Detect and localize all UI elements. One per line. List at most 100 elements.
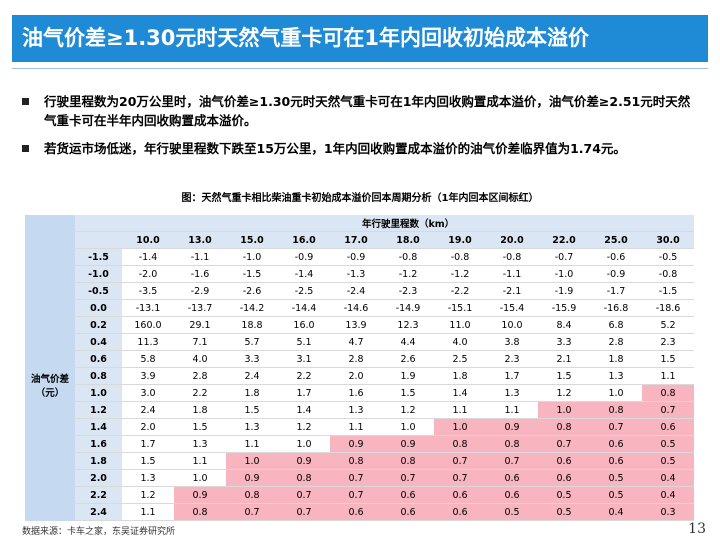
table-cell: 0.7 [486, 452, 538, 470]
table-cell: 1.8 [226, 384, 278, 402]
table-cell: -2.1 [486, 282, 538, 300]
column-header: 13.0 [174, 231, 226, 249]
table-cell: 0.8 [174, 503, 226, 521]
table-cell: -0.9 [330, 248, 382, 266]
table-cell: 1.0 [538, 401, 590, 419]
table-row: -0.5 -3.5 -2.9 -2.6 -2.5 -2.4 -2.3 -2.2 -2.1 -1.9… [25, 282, 695, 300]
table-cell: 10.0 [486, 316, 538, 334]
table-cell: 2.0 [330, 367, 382, 385]
table-cell: -0.8 [382, 248, 434, 266]
table-row: 0.0 -13.1 -13.7 -14.2 -14.4 -14.6 -14.9 -15.1 -1… [25, 299, 695, 317]
table-cell: 1.0 [434, 418, 486, 436]
table-row: -1.0 -2.0 -1.6 -1.5 -1.4 -1.3 -1.2 -1.2 -1.1 -1.0… [25, 265, 695, 283]
table-cell: -1.2 [434, 265, 486, 283]
column-header: 22.0 [538, 231, 590, 249]
table-cell: 1.0 [174, 469, 226, 487]
table-cell: -1.9 [538, 282, 590, 300]
table-cell: 1.8 [174, 401, 226, 419]
table-cell: 1.2 [278, 418, 330, 436]
table-cell: -1.0 [538, 265, 590, 283]
table-cell: 1.2 [382, 401, 434, 419]
table-cell: 2.6 [382, 350, 434, 368]
table-cell: 1.3 [590, 367, 642, 385]
table-cell: 0.7 [434, 452, 486, 470]
table-cell: 12.3 [382, 316, 434, 334]
row-header: 1.4 [75, 418, 122, 436]
table-cell: -2.4 [330, 282, 382, 300]
row-header: 2.4 [75, 503, 122, 521]
row-header: 0.2 [75, 316, 122, 334]
table-cell: -13.1 [122, 299, 174, 317]
table-cell: 160.0 [122, 316, 174, 334]
table-cell: 1.1 [226, 435, 278, 453]
column-header: 19.0 [434, 231, 486, 249]
column-header: 25.0 [590, 231, 642, 249]
table-cell: 18.8 [226, 316, 278, 334]
table-cell: 11.0 [434, 316, 486, 334]
table-cell: 0.9 [174, 486, 226, 504]
table-cell: -13.7 [174, 299, 226, 317]
table-cell: -15.1 [434, 299, 486, 317]
bullet-text: 若货运市场低迷，年行驶里程数下跌至15万公里，1年内回收购置成本溢价的油气价差临… [44, 141, 626, 156]
table-row: 1.8 1.5 1.1 1.0 0.9 0.8 0.8 0.7 0.7 0.6 0.6 0.5 [25, 452, 695, 470]
table-cell: 0.7 [330, 486, 382, 504]
table-cell: 0.5 [590, 469, 642, 487]
table-cell: 2.3 [642, 333, 695, 351]
table-cell: 1.6 [330, 384, 382, 402]
table-cell: 0.8 [486, 435, 538, 453]
column-header: 15.0 [226, 231, 278, 249]
table-cell: 0.8 [538, 418, 590, 436]
row-header: 2.2 [75, 486, 122, 504]
table-row: 2.4 1.1 0.8 0.7 0.7 0.6 0.6 0.6 0.5 0.5 0.4 0.3 [25, 503, 695, 521]
source-note: 数据来源：卡车之家，东吴证券研究所 [22, 527, 176, 537]
table-cell: 0.8 [330, 452, 382, 470]
table-cell: 1.5 [226, 401, 278, 419]
table-cell: 0.9 [486, 418, 538, 436]
table-cell: 1.3 [330, 401, 382, 419]
row-header: -1.0 [75, 265, 122, 283]
table-cell: -0.8 [486, 248, 538, 266]
table-cell: 0.5 [642, 435, 695, 453]
table-cell: 0.7 [382, 469, 434, 487]
table-cell: 0.8 [642, 384, 695, 402]
table-cell: 7.1 [174, 333, 226, 351]
table-cell: 0.8 [590, 401, 642, 419]
row-header: 0.8 [75, 367, 122, 385]
table-cell: 1.1 [174, 452, 226, 470]
table-row: 1.4 2.0 1.5 1.3 1.2 1.1 1.0 1.0 0.9 0.8 0.7 0.6 [25, 418, 695, 436]
table-cell: -16.8 [590, 299, 642, 317]
table-row: 2.2 1.2 0.9 0.8 0.7 0.7 0.6 0.6 0.6 0.5 0.5 0.4 [25, 486, 695, 504]
corner-cell [25, 215, 75, 232]
table-cell: 0.6 [434, 503, 486, 521]
table-cell: 2.8 [590, 333, 642, 351]
table-cell: 0.5 [538, 486, 590, 504]
table-cell: -1.4 [278, 265, 330, 283]
table-caption: 图：天然气重卡相比柴油重卡初始成本溢价回本周期分析（1年内回本区间标红） [181, 193, 539, 204]
row-group-label-line: （元） [35, 387, 65, 399]
table-cell: 0.6 [382, 503, 434, 521]
table-cell: 4.7 [330, 333, 382, 351]
table-cell: -3.5 [122, 282, 174, 300]
table-row: 0.6 5.8 4.0 3.3 3.1 2.8 2.6 2.5 2.3 2.1 1.8 1.5 [25, 350, 695, 368]
table-cell: -2.2 [434, 282, 486, 300]
table-cell: -2.3 [382, 282, 434, 300]
table-cell: 2.8 [330, 350, 382, 368]
table-cell: -1.6 [174, 265, 226, 283]
column-header: 17.0 [330, 231, 382, 249]
table-cell: 0.7 [330, 469, 382, 487]
table-cell: 0.6 [590, 452, 642, 470]
table-row: 1.0 3.0 2.2 1.8 1.7 1.6 1.5 1.4 1.3 1.2 1.0 0.8 [25, 384, 695, 402]
table-cell: -0.9 [590, 265, 642, 283]
table-cell: 1.7 [122, 435, 174, 453]
table-cell: 5.7 [226, 333, 278, 351]
row-header: 0.4 [75, 333, 122, 351]
table-cell: 2.2 [174, 384, 226, 402]
table-cell: -15.9 [538, 299, 590, 317]
table-cell: 3.8 [486, 333, 538, 351]
table-cell: -0.5 [642, 248, 695, 266]
table: 年行驶里程数（km） 10.0 13.0 15.0 16.0 17.0 18.0 19.0 20… [25, 215, 695, 521]
table-cell: 1.8 [434, 367, 486, 385]
table-cell: -1.4 [122, 248, 174, 266]
table-cell: -1.5 [226, 265, 278, 283]
table-row: 0.8 3.9 2.8 2.4 2.2 2.0 1.9 1.8 1.7 1.5 1.3 1.1 [25, 367, 695, 385]
